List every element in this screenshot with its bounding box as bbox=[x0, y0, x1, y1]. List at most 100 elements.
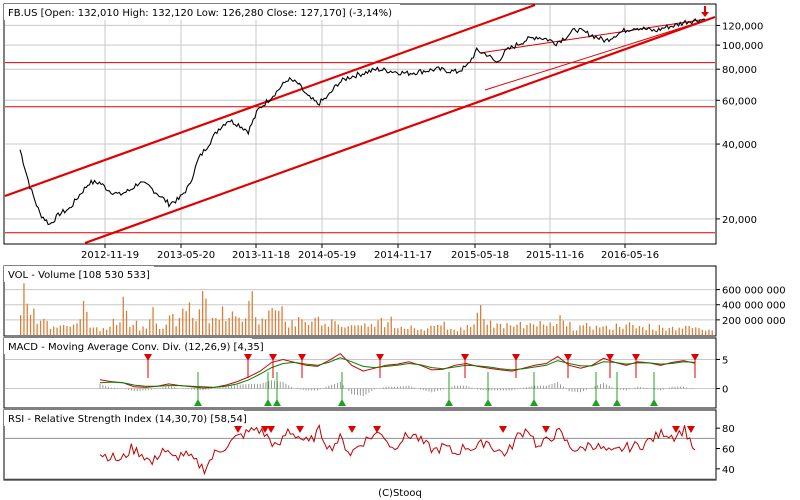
volume-bar bbox=[122, 296, 124, 335]
volume-bar bbox=[324, 323, 326, 335]
buy-marker bbox=[613, 399, 621, 406]
volume-bar bbox=[185, 311, 187, 335]
volume-bar bbox=[556, 324, 558, 335]
volume-bar bbox=[523, 328, 525, 335]
volume-bar bbox=[470, 327, 472, 335]
volume-bar bbox=[106, 329, 108, 335]
volume-bar bbox=[609, 329, 611, 335]
overbought-marker bbox=[687, 426, 695, 433]
volume-bar bbox=[701, 329, 703, 335]
volume-bar bbox=[652, 329, 654, 335]
volume-bar bbox=[695, 327, 697, 335]
volume-bar bbox=[658, 325, 660, 335]
volume-bar bbox=[344, 327, 346, 335]
macd-title-bg bbox=[4, 338, 252, 354]
volume-bar bbox=[231, 311, 234, 335]
volume-bar bbox=[539, 321, 541, 335]
volume-bar bbox=[235, 316, 237, 335]
volume-bar bbox=[218, 319, 220, 335]
volume-bar bbox=[228, 318, 230, 335]
volume-bar bbox=[119, 322, 121, 335]
volume-bar bbox=[241, 321, 243, 335]
volume-bar bbox=[592, 329, 594, 335]
price-title: FB.US [Open: 132,010 High: 132,120 Low: … bbox=[8, 8, 392, 19]
volume-bar bbox=[688, 326, 690, 335]
volume-bar bbox=[443, 321, 445, 335]
volume-bar bbox=[638, 326, 641, 335]
volume-bar bbox=[393, 328, 396, 335]
sell-marker bbox=[512, 354, 520, 361]
volume-bar bbox=[23, 283, 25, 335]
buy-marker bbox=[484, 399, 492, 406]
volume-bar bbox=[430, 325, 432, 335]
volume-bar bbox=[76, 323, 78, 335]
volume-bar bbox=[612, 329, 614, 335]
volume-bar bbox=[311, 321, 313, 335]
volume-bar bbox=[390, 316, 392, 335]
volume-bar bbox=[506, 323, 508, 335]
price-tick-label: 80,000 bbox=[722, 65, 757, 76]
volume-bar bbox=[403, 328, 406, 335]
volume-bar bbox=[337, 324, 339, 335]
volume-bar bbox=[294, 326, 296, 335]
buy-marker bbox=[273, 399, 281, 406]
sell-marker bbox=[144, 354, 152, 361]
macd-histogram bbox=[99, 380, 693, 396]
volume-bar bbox=[685, 325, 687, 335]
price-support-lines bbox=[5, 62, 715, 234]
volume-bar bbox=[427, 328, 429, 335]
volume-bar bbox=[417, 330, 419, 335]
volume-bar bbox=[307, 325, 310, 335]
volume-bar bbox=[172, 313, 174, 335]
volume-bar bbox=[370, 323, 373, 335]
volume-bar bbox=[562, 320, 564, 335]
volume-bar bbox=[59, 325, 61, 335]
volume-bar bbox=[92, 327, 95, 335]
volume-bar bbox=[238, 317, 240, 335]
volume-bar bbox=[529, 323, 531, 335]
volume-bar bbox=[516, 324, 518, 335]
volume-bar bbox=[145, 328, 147, 335]
volume-bar bbox=[675, 330, 677, 335]
volume-bar bbox=[86, 311, 88, 335]
volume-bar bbox=[327, 326, 330, 335]
volume-bar bbox=[314, 317, 316, 335]
sell-marker bbox=[269, 354, 277, 361]
volume-bar bbox=[681, 328, 684, 335]
rsi-title: RSI - Relative Strength Index (14,30,70)… bbox=[8, 414, 247, 425]
volume-bar bbox=[602, 326, 604, 335]
volume-bar bbox=[258, 324, 260, 335]
sell-marker bbox=[461, 354, 469, 361]
price-x-axis: 2012-11-19 2013-05-20 2013-11-18 2014-05-19… bbox=[81, 244, 659, 261]
volume-bar bbox=[268, 310, 270, 335]
volume-bar bbox=[572, 330, 574, 335]
volume-title-bg bbox=[4, 266, 154, 282]
volume-bar bbox=[182, 308, 184, 335]
volume-bar bbox=[56, 327, 58, 335]
x-tick-label: 2015-11-16 bbox=[526, 250, 584, 261]
volume-bar bbox=[552, 326, 555, 335]
volume-bar bbox=[678, 327, 680, 335]
volume-bar bbox=[585, 322, 588, 335]
volume-bar bbox=[79, 319, 81, 335]
volume-bar bbox=[671, 326, 674, 335]
volume-bar bbox=[605, 325, 607, 335]
volume-bar bbox=[53, 326, 55, 335]
volume-bar bbox=[291, 320, 293, 335]
volume-bar bbox=[622, 328, 624, 335]
price-tick-label: 100,000 bbox=[722, 41, 763, 52]
price-tick-label: 60,000 bbox=[722, 96, 757, 107]
volume-bar bbox=[248, 300, 250, 335]
volume-bar bbox=[165, 324, 167, 335]
macd-panel: 05 MACD - Moving Average Conv. Div. (12,… bbox=[3, 337, 728, 409]
volume-bar bbox=[347, 326, 349, 335]
volume-bar bbox=[642, 327, 644, 335]
volume-bar bbox=[453, 329, 455, 335]
volume-bar bbox=[473, 324, 475, 335]
volume-bar bbox=[569, 321, 571, 335]
volume-bar bbox=[155, 323, 157, 335]
signal-line bbox=[99, 357, 696, 388]
price-y-axis: 20,000 40,000 60,000 80,000 100,000 120,000 bbox=[716, 21, 763, 226]
volume-bar bbox=[178, 317, 181, 335]
volume-bar bbox=[509, 325, 512, 335]
